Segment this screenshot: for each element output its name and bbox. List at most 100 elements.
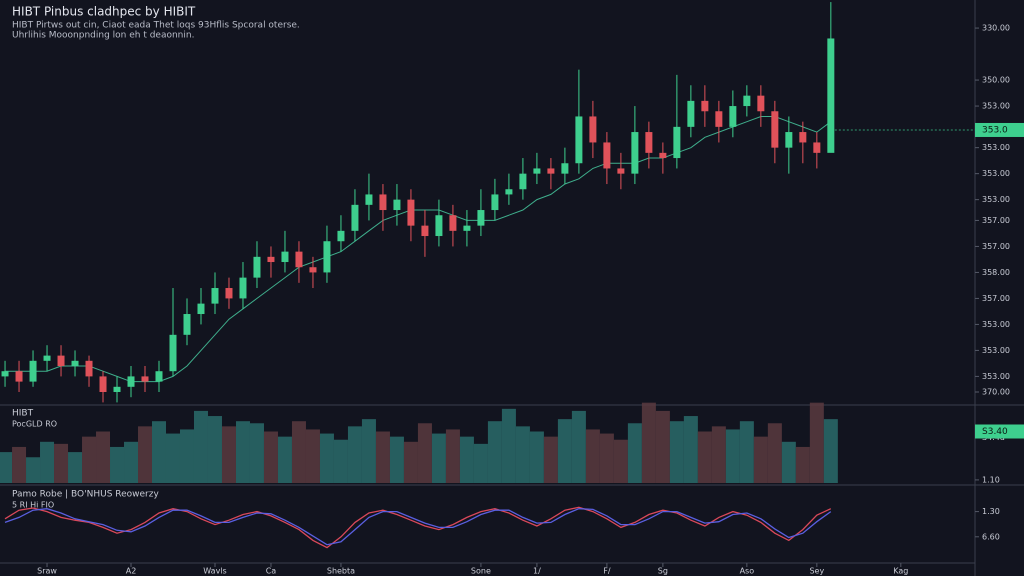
candle-body xyxy=(155,371,163,382)
candle-body xyxy=(407,199,415,226)
volume-bar xyxy=(40,441,55,483)
value-badge xyxy=(975,122,1024,137)
value-badge-label: S3.40 xyxy=(982,427,1008,437)
candle-body xyxy=(547,168,555,174)
candle-body xyxy=(491,194,499,211)
candle-body xyxy=(379,194,387,211)
candle-body xyxy=(785,132,793,148)
y-tick-label: 357.00 xyxy=(982,294,1010,303)
x-tick-label: F/ xyxy=(603,567,611,576)
y-tick-label: 358.00 xyxy=(982,268,1010,277)
candle-body xyxy=(729,106,737,127)
volume-bar xyxy=(319,433,334,483)
x-tick-label: Shebta xyxy=(327,567,355,576)
y-tick-label: 357.00 xyxy=(982,216,1010,225)
volume-bar xyxy=(96,431,111,483)
volume-bar xyxy=(795,446,810,483)
candle-body xyxy=(617,168,625,174)
candle-body xyxy=(15,371,23,382)
volume-bar xyxy=(487,421,502,483)
candle-body xyxy=(337,230,345,242)
candle-body xyxy=(1,371,9,377)
x-tick-label: Sey xyxy=(809,567,824,576)
volume-bar xyxy=(543,436,558,483)
volume-bar xyxy=(753,436,768,483)
candle-body xyxy=(351,204,359,231)
candle-body xyxy=(645,132,653,153)
candle-body xyxy=(827,38,835,153)
candle-body xyxy=(127,376,135,387)
volume-bar xyxy=(347,426,362,483)
candle-body xyxy=(323,241,331,273)
candle-body xyxy=(757,95,765,112)
candle-body xyxy=(141,376,149,382)
volume-bar xyxy=(585,429,600,483)
volume-bar xyxy=(697,431,712,483)
volume-bar xyxy=(515,426,530,483)
chart-title: HIBT Pinbus cladhpec by HIBIT xyxy=(12,5,196,19)
candle-body xyxy=(561,163,569,174)
candle-body xyxy=(183,314,191,335)
volume-bar xyxy=(110,446,125,483)
candle-body xyxy=(743,95,751,107)
candle-body xyxy=(575,116,583,164)
volume-bar xyxy=(627,423,642,483)
volume-bar xyxy=(431,433,446,483)
y-tick-label: 353.00 xyxy=(982,372,1010,381)
volume-bar xyxy=(193,410,208,483)
y-tick-label: 330.00 xyxy=(982,24,1010,33)
volume-bar xyxy=(305,429,320,483)
volume-bar xyxy=(26,457,41,483)
value-badge xyxy=(975,424,1024,439)
volume-bar xyxy=(152,421,167,483)
x-tick-label: Wavls xyxy=(203,567,226,576)
volume-bar xyxy=(473,443,488,483)
y-tick-label: 353.00 xyxy=(982,195,1010,204)
volume-bar xyxy=(655,410,670,483)
candle-body xyxy=(449,215,457,231)
volume-bar xyxy=(165,433,180,483)
chart-subtitle: Uhrlihis Mooonpnding lon eh t deaonnin. xyxy=(12,31,194,41)
volume-bar xyxy=(669,421,684,483)
volume-title: HIBT xyxy=(12,409,34,419)
volume-bar xyxy=(138,426,153,483)
volume-bar xyxy=(711,426,726,483)
candle-body xyxy=(211,288,219,304)
volume-bar xyxy=(683,416,698,483)
value-badge-label: 353.0 xyxy=(982,125,1008,135)
oscillator-title: Pamo Robe | BO'NHUS Reowerzy xyxy=(12,490,159,500)
volume-bar xyxy=(82,436,97,483)
volume-bar xyxy=(207,416,222,483)
candle-body xyxy=(253,256,261,278)
volume-bar xyxy=(809,402,824,483)
candle-body xyxy=(519,173,527,190)
volume-bar xyxy=(277,436,292,483)
volume-bar xyxy=(263,431,278,483)
volume-bar xyxy=(641,402,656,483)
candle-body xyxy=(813,142,821,153)
candle-body xyxy=(771,111,779,148)
volume-bar xyxy=(529,431,544,483)
volume-bar xyxy=(781,441,796,483)
candle-body xyxy=(659,152,667,159)
candle-body xyxy=(365,194,373,205)
y-tick-label: 353.00 xyxy=(982,320,1010,329)
volume-bar xyxy=(739,421,754,483)
volume-bar xyxy=(725,429,740,483)
volume-bar xyxy=(403,441,418,483)
y-tick-label: 1.10 xyxy=(982,475,1000,484)
candle-body xyxy=(169,334,177,372)
volume-bar xyxy=(613,439,628,483)
candle-body xyxy=(463,225,471,231)
volume-bar xyxy=(221,426,236,483)
y-tick-label: 353.00 xyxy=(982,169,1010,178)
candle-body xyxy=(57,355,65,367)
volume-bar xyxy=(389,436,404,483)
volume-bar xyxy=(235,421,250,483)
candle-body xyxy=(505,189,513,195)
candle-body xyxy=(71,360,79,367)
y-tick-label: 1.30 xyxy=(982,507,1000,516)
y-tick-label: 353.00 xyxy=(982,143,1010,152)
candle-body xyxy=(673,126,681,159)
